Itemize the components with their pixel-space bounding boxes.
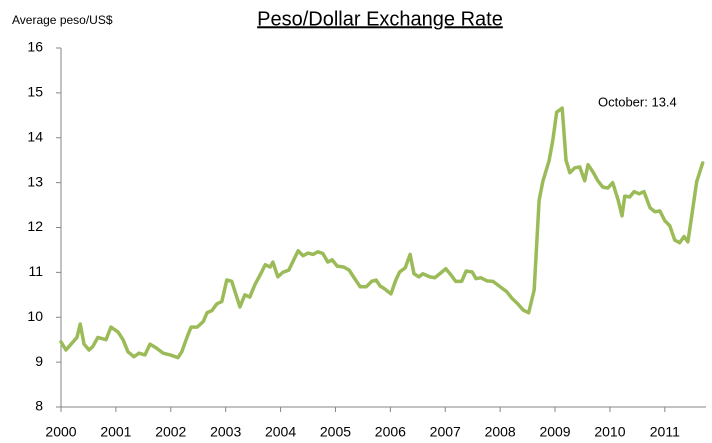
series-line xyxy=(59,106,705,360)
x-tick-label: 2010 xyxy=(594,424,625,440)
y-tick-label: 12 xyxy=(27,218,43,234)
y-tick-label: 15 xyxy=(27,84,43,100)
y-tick-label: 8 xyxy=(35,398,43,414)
x-tick-label: 2011 xyxy=(650,424,680,440)
x-tick-label: 2001 xyxy=(100,424,131,440)
y-tick-label: 10 xyxy=(27,308,43,324)
y-axis-label: Average peso/US$ xyxy=(12,13,113,27)
y-tick-label: 14 xyxy=(27,128,43,144)
x-tick-label: 2005 xyxy=(320,424,351,440)
x-tick-label: 2009 xyxy=(539,424,570,440)
y-tick-label: 16 xyxy=(27,39,43,55)
y-tick-label: 11 xyxy=(28,263,43,279)
x-tick-label: 2003 xyxy=(210,424,241,440)
x-tick-label: 2004 xyxy=(265,424,296,440)
y-tick-label: 9 xyxy=(35,353,43,369)
x-tick-label: 2008 xyxy=(485,424,516,440)
x-tick-label: 2000 xyxy=(45,424,76,440)
x-tick-label: 2006 xyxy=(375,424,406,440)
chart-title: Peso/Dollar Exchange Rate xyxy=(257,8,503,30)
y-tick-label: 13 xyxy=(27,173,43,189)
x-tick-label: 2002 xyxy=(155,424,186,440)
annotation: October: 13.4 xyxy=(598,94,677,109)
x-tick-label: 2007 xyxy=(430,424,461,440)
